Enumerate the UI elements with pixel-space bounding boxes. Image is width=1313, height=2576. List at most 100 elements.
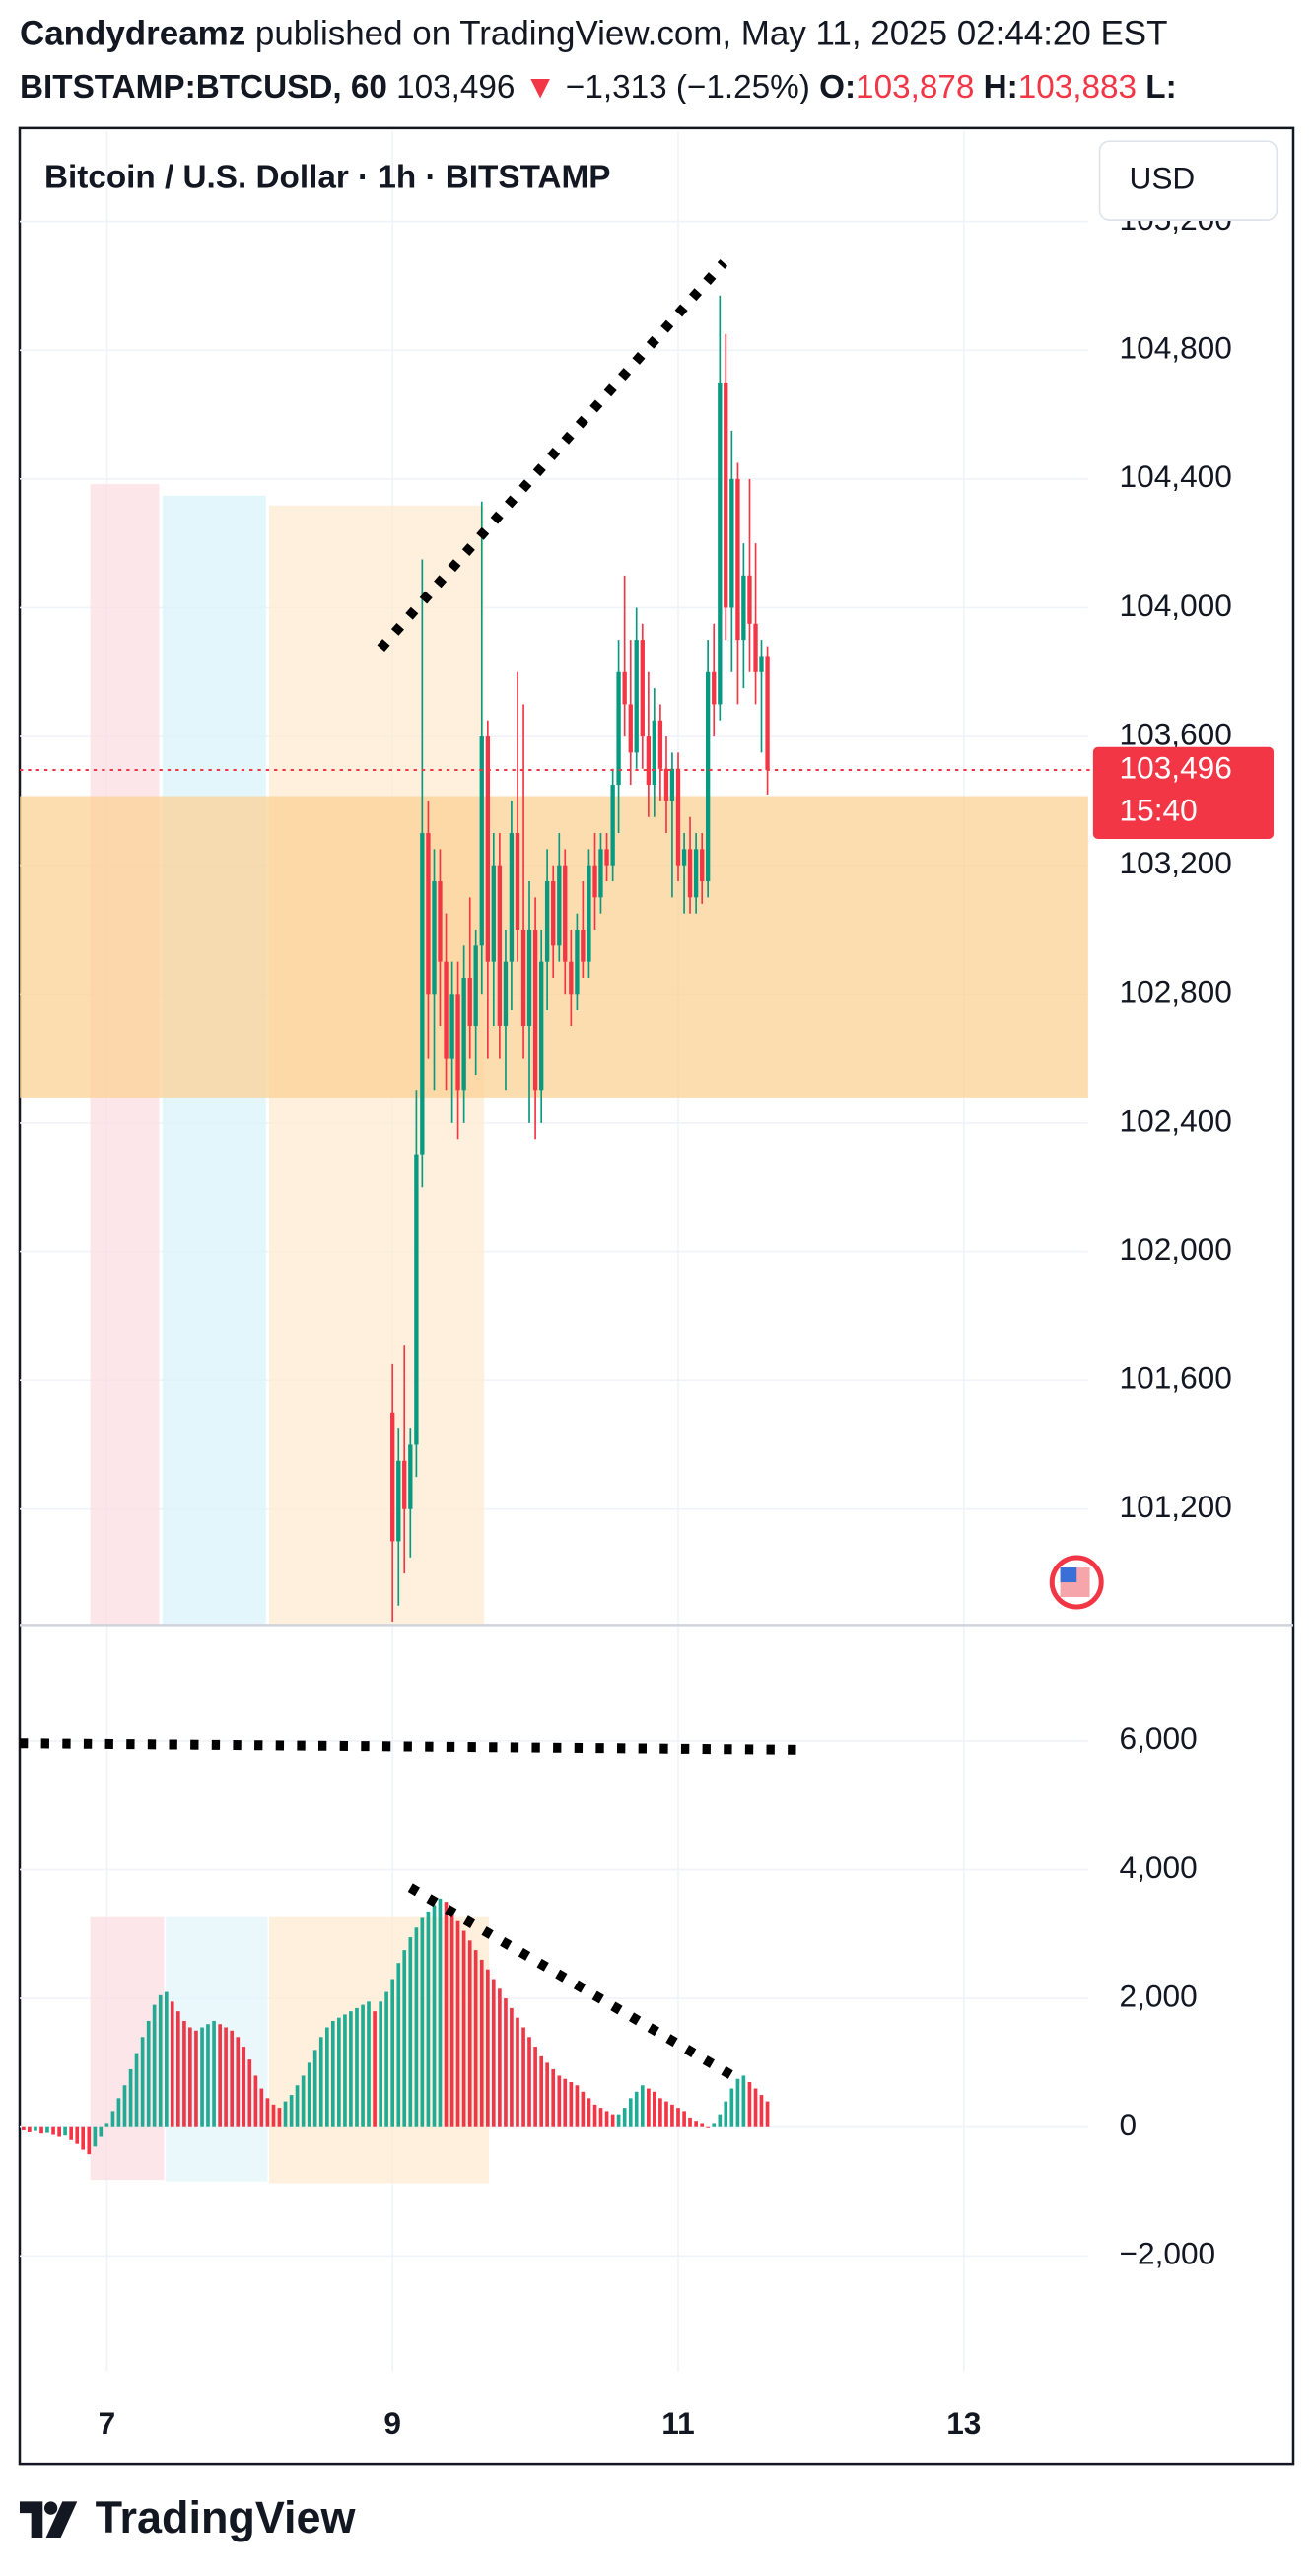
histogram-bar (75, 2126, 80, 2144)
histogram-bar (170, 2001, 174, 2127)
candle-body (438, 881, 443, 962)
candle-body (390, 1412, 395, 1542)
candle-body (575, 930, 580, 995)
candle-body (735, 478, 740, 641)
x-tick-label: 9 (383, 2405, 401, 2441)
histogram-bar (718, 2114, 723, 2127)
histogram-bar (324, 2027, 329, 2127)
histogram-bar (63, 2126, 67, 2136)
candle-body (747, 575, 752, 624)
candle-body (741, 575, 746, 641)
candle-body (675, 768, 681, 866)
candle-body (485, 736, 491, 962)
histogram-bar (598, 2108, 603, 2127)
histogram-bar (373, 2011, 377, 2127)
histogram-bar (99, 2126, 104, 2137)
histogram-bar (265, 2098, 270, 2127)
currency-button[interactable] (1098, 140, 1278, 221)
candle-body (581, 930, 586, 962)
histogram-bar (176, 2011, 180, 2127)
header-line-1: Candydreamz published on TradingView.com… (20, 15, 1167, 53)
candle-body (532, 930, 538, 1091)
candle-body (515, 833, 520, 931)
logo-mark (19, 2501, 43, 2539)
logo-mark (43, 2501, 58, 2515)
histogram-bar (682, 2111, 686, 2127)
y-tick-label: 6,000 (1120, 1720, 1198, 1756)
histogram-bar (134, 2053, 139, 2127)
histogram-bar (706, 2126, 710, 2128)
histogram-bar (759, 2095, 764, 2127)
x-tick-label: 13 (946, 2405, 981, 2441)
candle-body (396, 1460, 401, 1542)
candle-body (598, 849, 603, 898)
histogram-bar (467, 1940, 472, 2127)
histogram-bar (247, 2059, 252, 2127)
histogram-bar (236, 2037, 241, 2127)
histogram-bar (640, 2085, 645, 2127)
histogram-bar (658, 2098, 662, 2127)
candle-body (765, 656, 770, 771)
histogram-bar (724, 2101, 728, 2127)
histogram-bar (533, 2047, 537, 2127)
countdown-label: 15:40 (1120, 793, 1198, 828)
open-value: 103,878 (856, 69, 974, 105)
histogram-bar (212, 2020, 216, 2127)
histogram-bar (449, 1911, 454, 2127)
change: −1,313 (−1.25%) (566, 69, 810, 105)
histogram-bar (57, 2126, 61, 2137)
histogram-bar (616, 2114, 621, 2127)
histogram-bar (224, 2027, 228, 2127)
histogram-bar (194, 2030, 198, 2127)
open-label: O: (819, 69, 856, 105)
low-label: L: (1145, 69, 1176, 105)
histogram-bar (289, 2095, 294, 2127)
histogram-bar (729, 2088, 734, 2127)
histogram-bar (81, 2126, 86, 2150)
histogram-bar (158, 1994, 163, 2127)
candle-body (455, 994, 460, 1091)
trend-line (377, 259, 727, 652)
y-tick-label: 104,000 (1120, 588, 1232, 623)
histogram-bar (652, 2091, 656, 2127)
histogram-bar (676, 2108, 680, 2127)
candle-body (705, 671, 711, 882)
candle-body (497, 865, 503, 1026)
y-tick-label: 2,000 (1120, 1978, 1198, 2013)
candle-body (491, 865, 496, 962)
histogram-bar (575, 2085, 580, 2127)
candle-body (426, 833, 431, 995)
histogram-bar (521, 2027, 525, 2127)
histogram-bar (349, 2011, 353, 2127)
y-tick-label: 104,400 (1120, 458, 1232, 494)
histogram-bar (557, 2075, 562, 2127)
histogram-bar (93, 2126, 98, 2147)
histogram-bar (301, 2075, 306, 2127)
candle-body (628, 704, 633, 753)
last-price-label: 103,496 (1120, 749, 1232, 785)
histogram-bar (87, 2126, 92, 2155)
trend-line (19, 1738, 801, 1755)
candle-body (402, 1460, 407, 1509)
histogram-bar (473, 1950, 478, 2127)
histogram-bar (551, 2068, 556, 2127)
histogram-bar (455, 1920, 460, 2127)
histogram-bar (396, 1963, 401, 2127)
histogram-bar (712, 2123, 717, 2127)
histogram-bar (486, 1969, 490, 2127)
histogram-bar (330, 2020, 335, 2127)
y-tick-label: 101,200 (1120, 1489, 1232, 1524)
chart-title: Bitcoin / U.S. Dollar · 1h · BITSTAMP (44, 159, 610, 195)
histogram-bar (563, 2078, 568, 2127)
candle-body (520, 930, 526, 1026)
histogram-bar (34, 2126, 37, 2131)
histogram-bar (318, 2037, 323, 2127)
candle-body (539, 961, 544, 1091)
y-tick-label: 4,000 (1120, 1849, 1198, 1885)
candle-body (544, 881, 550, 962)
candle-body (622, 671, 627, 705)
histogram-bar (259, 2088, 264, 2127)
candle-body (563, 865, 568, 962)
histogram-bar (670, 2104, 674, 2127)
